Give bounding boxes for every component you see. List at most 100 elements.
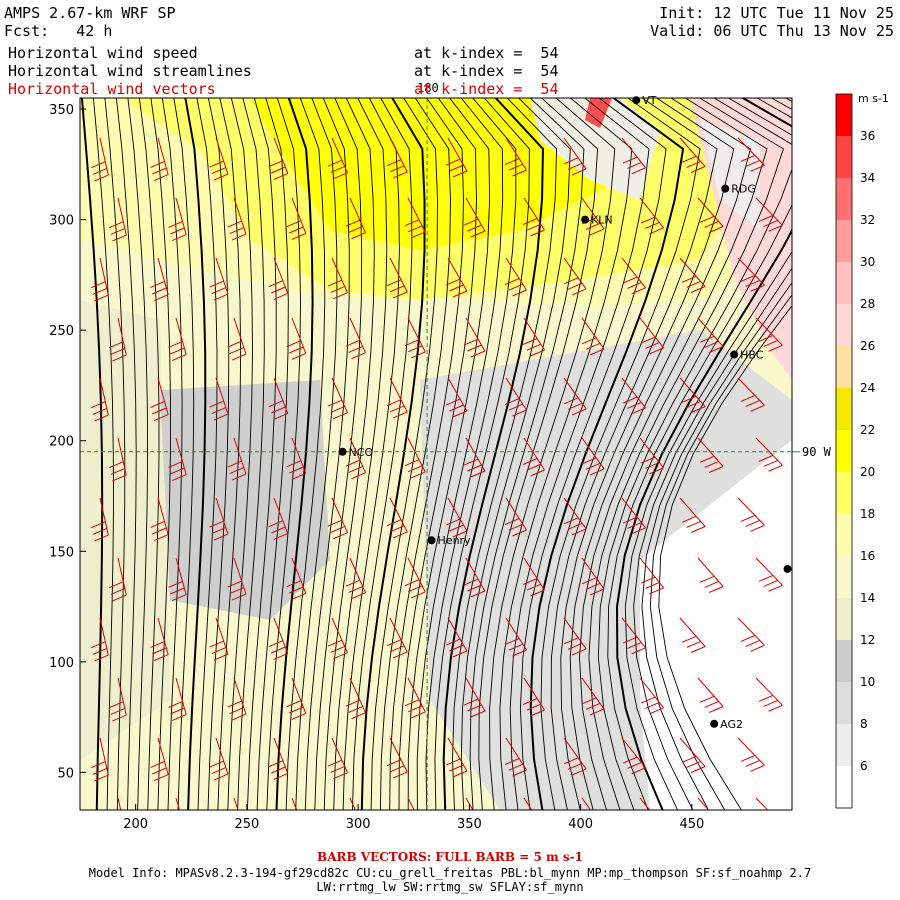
- colorbar-segment: [836, 94, 852, 136]
- meridian-label: 180: [417, 81, 439, 95]
- colorbar-segment: [836, 682, 852, 724]
- streamline: [275, 98, 314, 810]
- wind-barb: [679, 137, 706, 173]
- wind-barb: [227, 437, 247, 481]
- colorbar: 6 8 10 12 14 16 18 20 22 24 26 28 30 32 34 36 m s-1: [835, 92, 889, 809]
- wind-barb: [755, 197, 783, 232]
- wind-barb: [522, 557, 545, 597]
- colorbar-label: 36: [860, 129, 875, 143]
- wind-barb: [504, 377, 527, 417]
- colorbar-label: 32: [860, 213, 875, 227]
- forecast-hours: Fcst: 42 h: [4, 22, 112, 40]
- wind-barb: [581, 317, 605, 356]
- wind-barb: [522, 197, 545, 237]
- colorbar-label: 20: [860, 465, 875, 479]
- streamline: [256, 98, 289, 810]
- wind-barb: [679, 617, 706, 653]
- colorbar-segment: [836, 346, 852, 388]
- speed-band-21: [250, 98, 620, 250]
- wind-barb: [463, 197, 486, 238]
- wind-barb: [697, 557, 724, 593]
- field-name-speed: Horizontal wind speed: [8, 44, 198, 62]
- field-name-streamlines: Horizontal wind streamlines: [8, 62, 252, 80]
- wind-barb: [445, 137, 468, 178]
- colorbar-segment: [836, 430, 852, 472]
- streamline: [607, 98, 792, 810]
- streamline: [550, 98, 718, 810]
- wind-barb: [327, 377, 348, 420]
- wind-barb: [621, 257, 646, 295]
- stations: NCO Henry KLN RDG HBC AG2 VT: [338, 94, 792, 731]
- streamline: [569, 98, 752, 810]
- colorbar-label: 16: [860, 549, 875, 563]
- wind-barb: [345, 317, 366, 360]
- speed-band-5: [640, 440, 792, 810]
- colorbar-segment: [836, 640, 852, 682]
- wind-barb: [209, 497, 229, 541]
- wind-barb: [227, 317, 247, 361]
- wind-barb: [737, 137, 765, 172]
- station-label: AG2: [720, 718, 743, 731]
- wind-barb: [150, 497, 169, 542]
- wind-barb: [109, 557, 127, 602]
- wind-barb: [209, 377, 229, 421]
- station-marker: [721, 184, 730, 193]
- wind-barb: [755, 677, 783, 712]
- colorbar-label: 34: [860, 171, 875, 185]
- streamline: [352, 98, 413, 810]
- streamline: [314, 98, 363, 810]
- streamline: [217, 98, 242, 810]
- streamline: [597, 98, 792, 810]
- wind-barb: [168, 557, 187, 602]
- streamline: [295, 98, 338, 810]
- wind-barb: [639, 317, 664, 355]
- colorbar-segment: [836, 472, 852, 514]
- chart-title: AMPS 2.67-km WRF SP: [4, 4, 176, 22]
- wind-barb: [621, 137, 646, 175]
- wind-barb: [404, 437, 426, 479]
- wind-barb: [621, 617, 646, 655]
- field-name-vectors: Horizontal wind vectors: [8, 80, 216, 98]
- wind-barb: [445, 737, 468, 778]
- wind-barb: [150, 137, 169, 182]
- station-label: HBC: [740, 348, 764, 361]
- wind-barb: [445, 257, 468, 298]
- streamline: [138, 98, 160, 810]
- colorbar-label: 14: [860, 591, 875, 605]
- wind-barb: [463, 677, 486, 718]
- speed-band-11: [160, 380, 330, 620]
- wind-barb: [268, 497, 289, 540]
- wind-barb: [91, 257, 109, 302]
- streamline: [649, 294, 792, 810]
- wind-barb: [404, 317, 426, 359]
- wind-barb: [109, 677, 127, 722]
- wind-barb: [268, 617, 289, 660]
- wind-barb: [504, 737, 527, 777]
- wind-barb: [679, 377, 706, 413]
- wind-barb: [209, 257, 229, 301]
- streamline: [389, 98, 464, 810]
- streamline: [641, 98, 792, 810]
- streamline: [184, 98, 207, 810]
- wind-barb: [639, 197, 664, 235]
- station-label: RDG: [731, 183, 756, 196]
- colorbar-label: 10: [860, 675, 875, 689]
- wind-barb: [679, 497, 706, 533]
- streamline: [658, 304, 792, 810]
- streamline: [633, 98, 792, 810]
- streamline: [379, 98, 451, 810]
- streamline: [416, 98, 504, 810]
- wind-barb: [522, 677, 545, 717]
- colorbar-segment: [836, 766, 852, 808]
- station-marker: [427, 536, 436, 545]
- wind-barb: [327, 137, 348, 180]
- wind-barb: [445, 377, 468, 418]
- wind-barb: [504, 497, 527, 537]
- streamline: [489, 98, 616, 810]
- colorbar-label: 6: [860, 759, 868, 773]
- colorbar-segment: [836, 262, 852, 304]
- wind-barb: [286, 317, 307, 360]
- wind-barb: [168, 197, 187, 242]
- wind-barb: [463, 557, 486, 598]
- wind-barb: [737, 377, 765, 412]
